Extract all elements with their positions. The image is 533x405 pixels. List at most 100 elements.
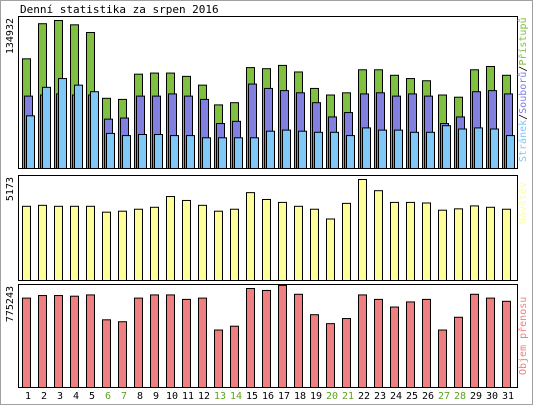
bar-navstev-12	[198, 204, 207, 281]
bar-objem-27	[438, 329, 447, 388]
x-tick-label-15: 15	[246, 391, 258, 402]
bar-stranek-22	[362, 127, 371, 169]
bar-navstev-28	[454, 208, 463, 282]
bar-objem-24	[390, 306, 399, 389]
bar-stranek-27	[442, 125, 451, 170]
bar-objem-20	[326, 323, 335, 388]
bar-objem-30	[486, 297, 495, 388]
bar-navstev-25	[406, 201, 415, 282]
bar-navstev-13	[214, 210, 223, 281]
bar-objem-6	[102, 319, 111, 388]
x-tick-label-26: 26	[422, 391, 434, 402]
x-tick-label-2: 2	[41, 391, 47, 402]
x-tick-label-24: 24	[390, 391, 402, 402]
x-tick-label-10: 10	[166, 391, 178, 402]
x-tick-label-8: 8	[137, 391, 143, 402]
bar-navstev-9	[150, 206, 159, 281]
bar-objem-13	[214, 329, 223, 388]
bar-stranek-5	[90, 91, 99, 169]
y-tick-label-3: 775243	[5, 286, 16, 322]
x-tick-label-18: 18	[294, 391, 306, 402]
x-tick-label-13: 13	[214, 391, 226, 402]
chart-title: Denní statistika za srpen 2016	[20, 3, 219, 16]
bar-stranek-11	[186, 135, 195, 170]
bar-navstev-15	[246, 192, 255, 281]
bar-stranek-8	[138, 133, 147, 169]
bar-navstev-11	[182, 199, 191, 281]
x-tick-label-5: 5	[89, 391, 95, 402]
x-tick-label-9: 9	[153, 391, 159, 402]
bar-stranek-4	[74, 84, 83, 169]
bar-objem-11	[182, 298, 191, 388]
bar-objem-4	[70, 295, 79, 388]
x-tick-label-25: 25	[406, 391, 418, 402]
bar-navstev-31	[502, 208, 511, 282]
x-tick-label-17: 17	[278, 391, 290, 402]
bar-objem-26	[422, 298, 431, 388]
legend-stranek: Stránek	[517, 120, 529, 162]
bar-navstev-30	[486, 206, 495, 281]
bar-stranek-26	[426, 131, 435, 169]
bar-objem-15	[246, 288, 255, 388]
y-tick-label-1: 134932	[5, 18, 16, 54]
bar-navstev-5	[86, 205, 95, 281]
x-tick-label-12: 12	[198, 391, 210, 402]
bar-stranek-14	[234, 137, 243, 170]
x-tick-label-27: 27	[438, 391, 450, 402]
bar-objem-28	[454, 316, 463, 388]
x-tick-label-16: 16	[262, 391, 274, 402]
x-tick-label-23: 23	[374, 391, 386, 402]
y-tick-label-2: 5173	[5, 177, 16, 201]
bar-stranek-25	[410, 131, 419, 169]
legend-souboru: Souborů	[517, 72, 529, 114]
bar-stranek-30	[490, 128, 499, 169]
legend-objem: Objem přenosu	[517, 297, 529, 375]
bar-navstev-14	[230, 208, 239, 282]
bar-stranek-6	[106, 132, 115, 169]
x-tick-label-19: 19	[310, 391, 322, 402]
x-tick-label-20: 20	[326, 391, 338, 402]
bar-stranek-28	[458, 128, 467, 169]
bar-stranek-18	[298, 130, 307, 169]
bar-objem-22	[358, 294, 367, 389]
bar-navstev-27	[438, 209, 447, 281]
x-tick-label-1: 1	[25, 391, 31, 402]
x-tick-label-4: 4	[73, 391, 79, 402]
bar-objem-7	[118, 321, 127, 388]
bar-objem-1	[22, 297, 31, 388]
legend-separator-2: /	[518, 66, 529, 72]
x-tick-label-31: 31	[502, 391, 514, 402]
bar-stranek-19	[314, 131, 323, 169]
bar-stranek-23	[378, 129, 387, 169]
x-tick-label-11: 11	[182, 391, 194, 402]
x-tick-label-28: 28	[454, 391, 466, 402]
bar-navstev-21	[342, 202, 351, 281]
x-tick-label-3: 3	[57, 391, 63, 402]
bar-objem-19	[310, 314, 319, 389]
bar-navstev-20	[326, 218, 335, 281]
bar-objem-10	[166, 294, 175, 389]
bar-navstev-8	[134, 208, 143, 282]
bar-stranek-24	[394, 129, 403, 169]
bar-navstev-29	[470, 205, 479, 281]
bar-stranek-2	[42, 86, 51, 169]
x-tick-label-14: 14	[230, 391, 242, 402]
bar-stranek-31	[506, 135, 515, 170]
bar-stranek-20	[330, 131, 339, 169]
bar-navstev-10	[166, 196, 175, 281]
bar-objem-16	[262, 289, 271, 388]
bar-navstev-1	[22, 205, 31, 281]
x-tick-label-6: 6	[105, 391, 111, 402]
bar-objem-25	[406, 301, 415, 388]
bar-objem-5	[86, 294, 95, 389]
bar-objem-14	[230, 325, 239, 389]
bar-stranek-16	[266, 130, 275, 169]
bar-navstev-18	[294, 205, 303, 281]
bar-objem-17	[278, 284, 287, 388]
bar-stranek-3	[58, 78, 67, 169]
bar-stranek-21	[346, 135, 355, 170]
bar-navstev-26	[422, 202, 431, 281]
bar-navstev-3	[54, 205, 63, 281]
